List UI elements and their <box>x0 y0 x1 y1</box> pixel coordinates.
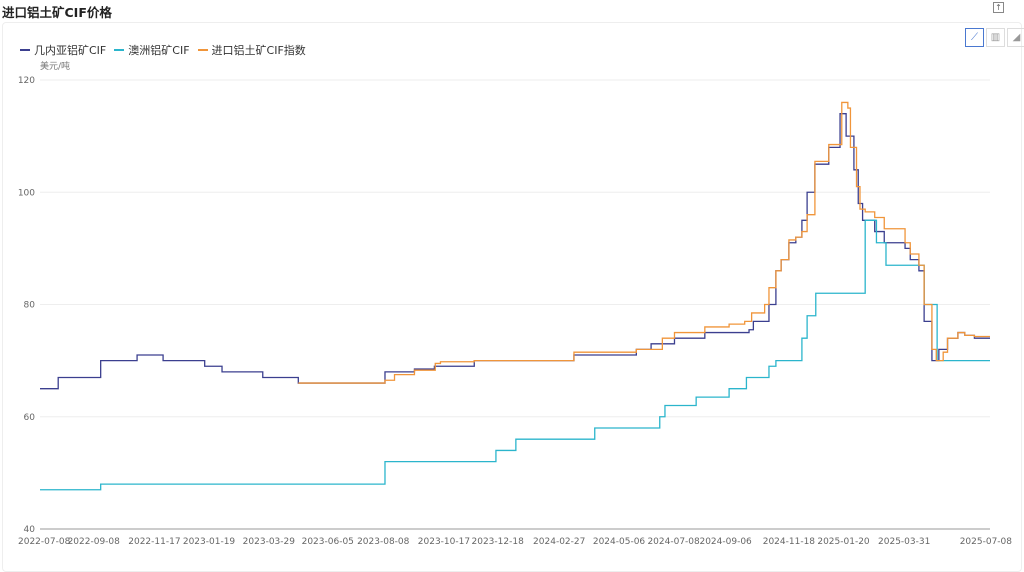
area-chart-icon[interactable]: ◢ <box>1007 28 1024 47</box>
x-tick-label: 2023-12-18 <box>472 537 525 547</box>
x-tick-label: 2025-03-31 <box>878 537 930 547</box>
legend-label: 进口铝土矿CIF指数 <box>211 44 306 57</box>
line-chart-icon[interactable]: ⟋ <box>965 28 984 47</box>
series-line-3 <box>298 101 990 384</box>
x-tick-label: 2024-07-08 <box>647 537 700 547</box>
legend-swatch <box>197 49 208 51</box>
bar-chart-icon[interactable]: ▥ <box>986 28 1005 47</box>
x-tick-label: 2025-01-20 <box>817 537 870 547</box>
legend-item[interactable]: 几内亚铝矿CIF <box>20 42 106 58</box>
x-tick-label: 2023-03-29 <box>243 537 296 547</box>
y-tick-label: 100 <box>18 188 35 198</box>
x-tick-label: 2022-11-17 <box>128 537 180 547</box>
x-tick-label: 2024-11-18 <box>763 537 816 547</box>
legend-swatch <box>114 49 125 51</box>
x-tick-label: 2025-07-08 <box>960 537 1013 547</box>
legend-item[interactable]: 澳洲铝矿CIF <box>114 42 190 58</box>
x-tick-label: 2022-09-08 <box>68 537 121 547</box>
x-tick-label: 2024-09-06 <box>699 537 752 547</box>
series-line-1 <box>40 113 990 390</box>
y-tick-label: 40 <box>24 525 36 535</box>
y-tick-label: 120 <box>18 76 35 86</box>
legend-label: 澳洲铝矿CIF <box>128 44 190 57</box>
y-axis-label: 美元/吨 <box>40 60 70 72</box>
export-icon[interactable]: ↑ <box>993 2 1004 13</box>
legend-item[interactable]: 进口铝土矿CIF指数 <box>197 42 306 58</box>
legend-label: 几内亚铝矿CIF <box>34 44 107 57</box>
y-tick-label: 80 <box>24 301 36 311</box>
x-tick-label: 2024-02-27 <box>533 537 585 547</box>
chart-type-toolbar: ⟋ ▥ ◢ <box>965 28 1024 47</box>
page-title: 进口铝土矿CIF价格 <box>2 5 112 20</box>
y-tick-label: 60 <box>24 413 36 423</box>
x-tick-label: 2022-07-08 <box>18 537 71 547</box>
legend: 几内亚铝矿CIF 澳洲铝矿CIF 进口铝土矿CIF指数 <box>20 42 306 58</box>
x-tick-label: 2023-08-08 <box>357 537 410 547</box>
x-tick-label: 2023-06-05 <box>302 537 354 547</box>
x-tick-label: 2024-05-06 <box>593 537 646 547</box>
legend-swatch <box>20 49 30 51</box>
x-tick-label: 2023-10-17 <box>418 537 470 547</box>
x-tick-label: 2023-01-19 <box>183 537 236 547</box>
series-line-2 <box>40 219 990 491</box>
